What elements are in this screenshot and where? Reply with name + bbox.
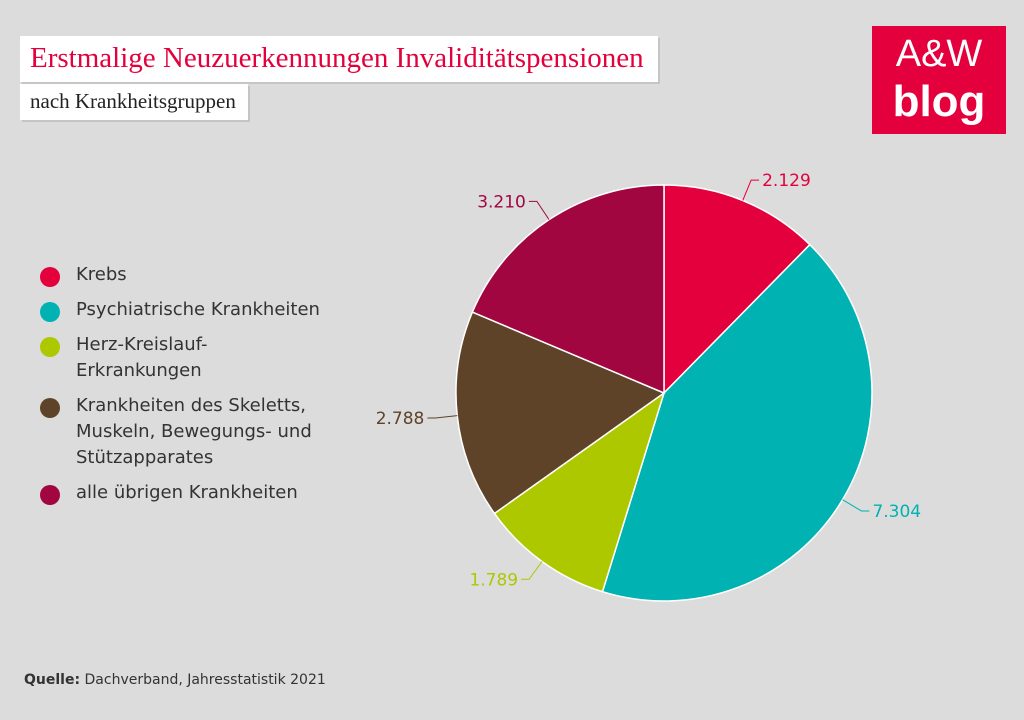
legend-label: Herz-Kreislauf- bbox=[76, 334, 208, 355]
legend-label: Krebs bbox=[76, 264, 127, 285]
chart-subtitle: nach Krankheitsgruppen bbox=[30, 89, 236, 113]
legend-item: Krebs bbox=[40, 262, 340, 288]
leader-line bbox=[528, 200, 550, 220]
leader-line bbox=[742, 179, 760, 201]
pie-slice bbox=[471, 184, 665, 395]
slice-value-label: 3.210 bbox=[477, 192, 526, 212]
subtitle-box: nach Krankheitsgruppen bbox=[20, 84, 248, 120]
logo-line-1: A&W bbox=[895, 33, 983, 75]
title-box: Erstmalige Neuzuerkennungen Invaliditäts… bbox=[20, 36, 658, 82]
source-prefix: Quelle: bbox=[24, 672, 81, 688]
legend-label: Stützapparates bbox=[76, 447, 214, 468]
aw-blog-logo[interactable]: A&W blog bbox=[872, 26, 1006, 134]
legend-swatch bbox=[40, 302, 60, 322]
leader-line bbox=[842, 499, 870, 512]
leader-line bbox=[427, 415, 458, 419]
legend-label: alle übrigen Krankheiten bbox=[76, 482, 298, 503]
slice-value-label: 1.789 bbox=[469, 570, 518, 590]
pie-slice bbox=[601, 243, 873, 602]
legend-swatch bbox=[40, 485, 60, 505]
leader-line bbox=[521, 561, 543, 580]
chart-title: Erstmalige Neuzuerkennungen Invaliditäts… bbox=[30, 42, 644, 74]
source-note: Quelle: Dachverband, Jahresstatistik 202… bbox=[24, 672, 326, 688]
legend-swatch bbox=[40, 337, 60, 357]
legend-label: Muskeln, Bewegungs- und bbox=[76, 421, 312, 442]
legend-item: Herz-Kreislauf- Erkrankungen bbox=[40, 332, 340, 384]
legend-swatch bbox=[40, 398, 60, 418]
legend-swatch bbox=[40, 267, 60, 287]
slice-value-label: 2.788 bbox=[376, 409, 425, 429]
slice-value-label: 7.304 bbox=[872, 502, 921, 522]
legend-item: Psychiatrische Krankheiten bbox=[40, 297, 340, 323]
legend-label: Psychiatrische Krankheiten bbox=[76, 299, 320, 320]
legend-label: Krankheiten des Skeletts, bbox=[76, 395, 306, 416]
legend: Krebs Psychiatrische Krankheiten Herz-Krei… bbox=[40, 262, 340, 515]
legend-label: Erkrankungen bbox=[76, 360, 202, 381]
source-text: Dachverband, Jahresstatistik 2021 bbox=[84, 672, 326, 688]
slice-value-label: 2.129 bbox=[762, 171, 811, 191]
legend-item: alle übrigen Krankheiten bbox=[40, 480, 340, 506]
logo-line-2: blog bbox=[892, 77, 986, 126]
legend-item: Krankheiten des Skeletts, Muskeln, Bewegu… bbox=[40, 393, 340, 471]
